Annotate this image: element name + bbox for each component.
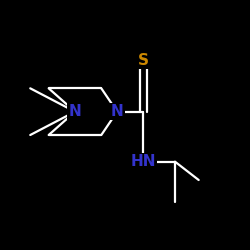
Text: HN: HN <box>131 154 156 169</box>
Text: S: S <box>138 52 149 68</box>
Text: N: N <box>68 104 81 119</box>
Text: N: N <box>111 104 124 119</box>
